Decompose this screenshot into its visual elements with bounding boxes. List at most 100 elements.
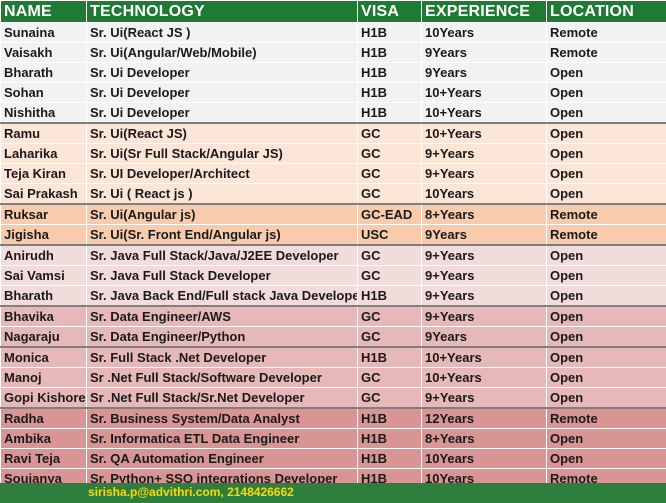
visa-cell: GC bbox=[357, 265, 422, 286]
name-cell: Sunaina bbox=[0, 22, 87, 43]
location-cell: Open bbox=[546, 305, 666, 327]
technology-cell: Sr. Java Full Stack/Java/J2EE Developer bbox=[86, 244, 358, 266]
location-cell: Open bbox=[546, 346, 666, 368]
technology-cell: Sr .Net Full Stack/Sr.Net Developer bbox=[86, 387, 358, 409]
name-cell: Ruksar bbox=[0, 203, 87, 225]
location-cell: Remote bbox=[546, 22, 666, 43]
table-row: Ruksar Sr. Ui(Angular js) GC-EAD 8+Years Rem… bbox=[0, 203, 666, 225]
name-cell: Radha bbox=[0, 407, 87, 429]
name-cell: Jigisha bbox=[0, 224, 87, 246]
table-row: Teja Kiran Sr. UI Developer/Architect GC 9+… bbox=[0, 163, 666, 184]
table-row: Monica Sr. Full Stack .Net Developer H1B 10… bbox=[0, 346, 666, 368]
name-cell: Bharath bbox=[0, 285, 87, 307]
technology-cell: Sr. Java Full Stack Developer bbox=[86, 265, 358, 286]
name-cell: Manoj bbox=[0, 367, 87, 388]
table-row: Sai Prakash Sr. Ui ( React js ) GC 10Years O… bbox=[0, 183, 666, 205]
experience-cell: 9+Years bbox=[421, 244, 547, 266]
technology-cell: Sr. Data Engineer/Python bbox=[86, 326, 358, 348]
location-cell: Open bbox=[546, 183, 666, 205]
header-row: NAME TECHNOLOGY VISA EXPERIENCE LOCATION bbox=[0, 0, 666, 23]
name-cell: Sai Vamsi bbox=[0, 265, 87, 286]
experience-cell: 10+Years bbox=[421, 122, 547, 144]
experience-cell: 9+Years bbox=[421, 285, 547, 307]
technology-cell: Sr. Full Stack .Net Developer bbox=[86, 346, 358, 368]
experience-cell: 8+Years bbox=[421, 428, 547, 449]
experience-cell: 9+Years bbox=[421, 305, 547, 327]
experience-cell: 8+Years bbox=[421, 203, 547, 225]
visa-cell: H1B bbox=[357, 428, 422, 449]
experience-cell: 10+Years bbox=[421, 102, 547, 124]
name-cell: Ravi Teja bbox=[0, 448, 87, 469]
technology-cell: Sr. Ui(Sr Full Stack/Angular JS) bbox=[86, 143, 358, 164]
technology-cell: Sr .Net Full Stack/Software Developer bbox=[86, 367, 358, 388]
name-cell: Gopi Kishore bbox=[0, 387, 87, 409]
name-cell: Laharika bbox=[0, 143, 87, 164]
visa-cell: GC bbox=[357, 163, 422, 184]
visa-cell: GC bbox=[357, 305, 422, 327]
technology-cell: Sr. Business System/Data Analyst bbox=[86, 407, 358, 429]
name-cell: Anirudh bbox=[0, 244, 87, 266]
technology-cell: Sr. Ui(Angular js) bbox=[86, 203, 358, 225]
visa-cell: GC bbox=[357, 143, 422, 164]
visa-cell: GC bbox=[357, 122, 422, 144]
table-row: Anirudh Sr. Java Full Stack/Java/J2EE Dev… bbox=[0, 244, 666, 266]
location-cell: Open bbox=[546, 448, 666, 469]
location-cell: Open bbox=[546, 285, 666, 307]
contact-info: sirisha.p@advithri.com, 2148426662 bbox=[88, 485, 294, 499]
experience-cell: 10+Years bbox=[421, 346, 547, 368]
name-cell: Bharath bbox=[0, 62, 87, 83]
experience-cell: 9Years bbox=[421, 42, 547, 63]
technology-cell: Sr. UI Developer/Architect bbox=[86, 163, 358, 184]
experience-cell: 9+Years bbox=[421, 163, 547, 184]
technology-cell: Sr. Ui Developer bbox=[86, 62, 358, 83]
header-experience: EXPERIENCE bbox=[421, 0, 547, 23]
table-row: Sai Vamsi Sr. Java Full Stack Developer GC… bbox=[0, 265, 666, 286]
experience-cell: 10Years bbox=[421, 183, 547, 205]
header-location: LOCATION bbox=[546, 0, 666, 23]
visa-cell: GC-EAD bbox=[357, 203, 422, 225]
location-cell: Open bbox=[546, 367, 666, 388]
experience-cell: 10Years bbox=[421, 448, 547, 469]
name-cell: Sai Prakash bbox=[0, 183, 87, 205]
name-cell: Ramu bbox=[0, 122, 87, 144]
table-row: Radha Sr. Business System/Data Analyst H1B… bbox=[0, 407, 666, 429]
technology-cell: Sr. QA Automation Engineer bbox=[86, 448, 358, 469]
location-cell: Open bbox=[546, 428, 666, 449]
visa-cell: H1B bbox=[357, 285, 422, 307]
table-body: Sunaina Sr. Ui(React JS ) H1B 10Years Remote… bbox=[0, 22, 666, 489]
technology-cell: Sr. Java Back End/Full stack Java Develo… bbox=[86, 285, 358, 307]
visa-cell: GC bbox=[357, 326, 422, 348]
experience-cell: 12Years bbox=[421, 407, 547, 429]
technology-cell: Sr. Ui(React JS ) bbox=[86, 22, 358, 43]
technology-cell: Sr. Ui Developer bbox=[86, 82, 358, 103]
experience-cell: 9+Years bbox=[421, 143, 547, 164]
location-cell: Remote bbox=[546, 224, 666, 246]
location-cell: Remote bbox=[546, 203, 666, 225]
table-row: Laharika Sr. Ui(Sr Full Stack/Angular JS)… bbox=[0, 143, 666, 164]
name-cell: Ambika bbox=[0, 428, 87, 449]
header-technology: TECHNOLOGY bbox=[86, 0, 358, 23]
table-row: Sunaina Sr. Ui(React JS ) H1B 10Years Remote bbox=[0, 22, 666, 43]
candidate-table: NAME TECHNOLOGY VISA EXPERIENCE LOCATION… bbox=[0, 0, 666, 489]
location-cell: Open bbox=[546, 122, 666, 144]
location-cell: Remote bbox=[546, 407, 666, 429]
name-cell: Sohan bbox=[0, 82, 87, 103]
location-cell: Open bbox=[546, 265, 666, 286]
experience-cell: 10Years bbox=[421, 22, 547, 43]
table-row: Gopi Kishore Sr .Net Full Stack/Sr.Net De… bbox=[0, 387, 666, 409]
location-cell: Open bbox=[546, 62, 666, 83]
location-cell: Open bbox=[546, 244, 666, 266]
name-cell: Teja Kiran bbox=[0, 163, 87, 184]
technology-cell: Sr. Ui ( React js ) bbox=[86, 183, 358, 205]
table-row: Nagaraju Sr. Data Engineer/Python GC 9Years… bbox=[0, 326, 666, 348]
location-cell: Open bbox=[546, 326, 666, 348]
visa-cell: GC bbox=[357, 387, 422, 409]
footer-bar: sirisha.p@advithri.com, 2148426662 bbox=[0, 483, 666, 503]
visa-cell: H1B bbox=[357, 22, 422, 43]
name-cell: Vaisakh bbox=[0, 42, 87, 63]
experience-cell: 9+Years bbox=[421, 265, 547, 286]
visa-cell: H1B bbox=[357, 62, 422, 83]
visa-cell: GC bbox=[357, 244, 422, 266]
experience-cell: 10+Years bbox=[421, 367, 547, 388]
